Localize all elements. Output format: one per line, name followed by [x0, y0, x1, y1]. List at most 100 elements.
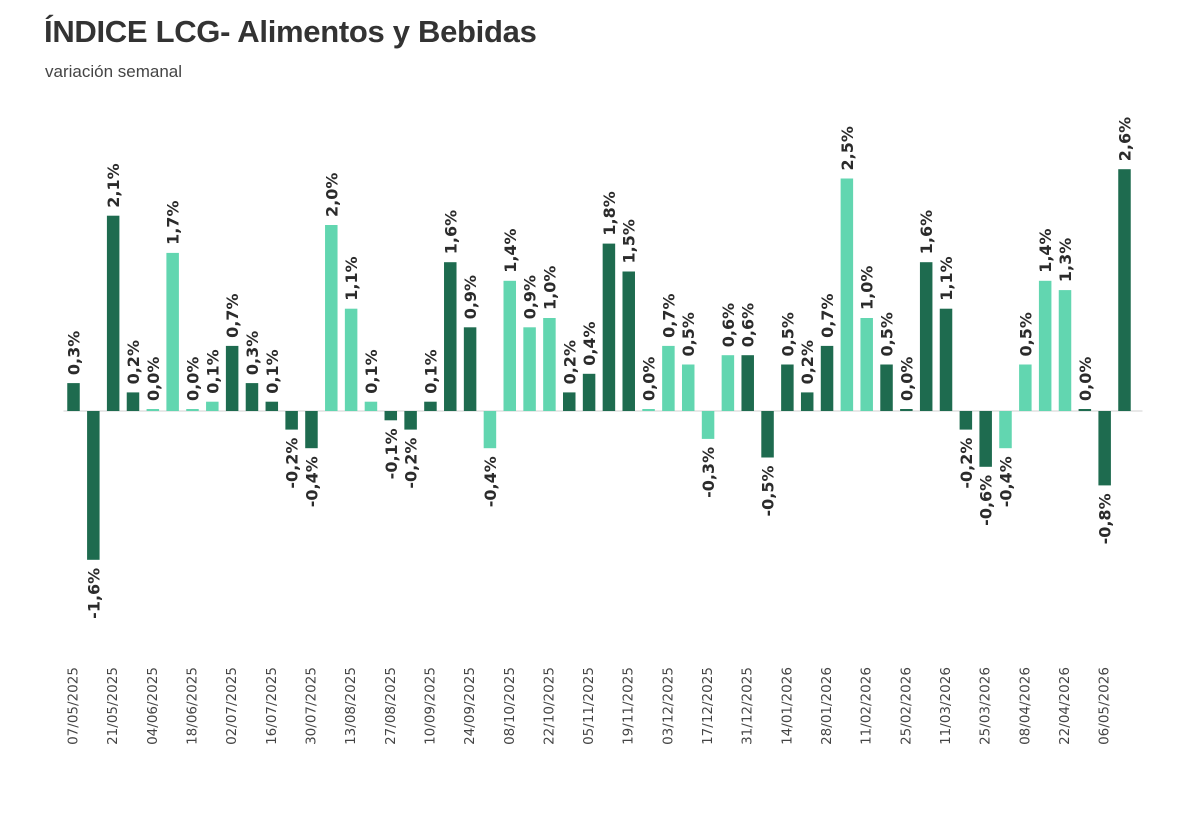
data-label-06/08/2025: 2,0%: [322, 173, 341, 217]
bar-01/04/2026: [999, 411, 1012, 449]
bar-11/06/2025: [166, 252, 179, 411]
x-tick-label-06/05/2026: 06/05/2026: [1097, 667, 1113, 745]
bar-06/05/2026: [1098, 411, 1111, 486]
x-tick-label-11/03/2026: 11/03/2026: [938, 667, 954, 745]
data-label-04/02/2026: 2,5%: [838, 126, 857, 170]
bar-22/10/2025: [543, 318, 556, 411]
bar-16/07/2025: [265, 401, 279, 411]
bar-04/03/2026: [919, 262, 933, 411]
data-label-25/02/2026: 0,0%: [897, 357, 916, 401]
x-tick-label-10/09/2025: 10/09/2025: [422, 667, 438, 745]
data-label-05/11/2025: 0,4%: [580, 321, 599, 365]
bar-13/08/2025: [344, 308, 358, 411]
x-tick-label-27/08/2025: 27/08/2025: [383, 667, 399, 745]
bar-17/12/2025: [701, 411, 715, 439]
bar-10/09/2025: [424, 401, 437, 411]
bar-21/01/2026: [800, 392, 814, 411]
data-label-08/04/2026: 0,5%: [1016, 312, 1035, 356]
data-label-21/01/2026: 0,2%: [798, 340, 817, 384]
bar-24/12/2025: [721, 355, 735, 411]
x-tick-label-04/06/2025: 04/06/2025: [145, 667, 161, 745]
data-label-24/09/2025: 0,9%: [461, 275, 480, 319]
bar-11/03/2026: [939, 308, 953, 411]
data-label-18/02/2026: 0,5%: [878, 312, 897, 356]
bar-29/10/2025: [563, 392, 576, 411]
bar-03/09/2025: [404, 411, 417, 430]
x-tick-label-17/12/2025: 17/12/2025: [700, 667, 716, 745]
data-label-28/01/2026: 0,7%: [818, 294, 837, 338]
bar-25/06/2025: [206, 401, 219, 411]
data-label-25/03/2026: -0,6%: [977, 475, 996, 526]
x-tick-label-25/03/2026: 25/03/2026: [978, 667, 994, 745]
data-label-06/05/2026: -0,8%: [1096, 493, 1115, 544]
bar-17/09/2025: [444, 262, 457, 411]
data-label-24/12/2025: 0,6%: [719, 303, 738, 347]
data-label-09/07/2025: 0,3%: [243, 331, 262, 375]
data-label-18/03/2026: -0,2%: [957, 438, 976, 489]
bar-27/08/2025: [384, 411, 398, 421]
x-tick-label-08/10/2025: 08/10/2025: [502, 667, 518, 745]
data-label-10/09/2025: 0,1%: [421, 349, 440, 393]
x-tick-label-25/02/2026: 25/02/2026: [898, 667, 914, 745]
bar-31/12/2025: [741, 355, 754, 411]
x-tick-label-02/07/2025: 02/07/2025: [224, 667, 240, 745]
data-label-30/07/2025: -0,4%: [302, 456, 321, 507]
x-tick-label-11/02/2026: 11/02/2026: [859, 667, 875, 745]
bar-18/06/2025: [186, 409, 199, 411]
bar-02/07/2025: [225, 345, 239, 411]
bar-15/04/2026: [1038, 280, 1052, 411]
bar-28/05/2025: [126, 392, 140, 411]
bar-10/12/2025: [681, 364, 695, 411]
bar-06/08/2025: [325, 225, 338, 411]
x-tick-label-14/01/2026: 14/01/2026: [779, 667, 795, 745]
data-label-22/04/2026: 1,3%: [1056, 238, 1075, 282]
x-tick-label-30/07/2025: 30/07/2025: [303, 667, 319, 745]
x-tick-label-08/04/2026: 08/04/2026: [1017, 667, 1033, 745]
data-label-31/12/2025: 0,6%: [739, 303, 758, 347]
data-label-20/08/2025: 0,1%: [362, 349, 381, 393]
x-tick-label-22/10/2025: 22/10/2025: [541, 667, 557, 745]
data-label-27/08/2025: -0,1%: [382, 428, 401, 479]
x-tick-label-22/04/2026: 22/04/2026: [1057, 667, 1073, 745]
data-label-01/10/2025: -0,4%: [481, 456, 500, 507]
data-label-03/09/2025: -0,2%: [402, 438, 421, 489]
data-label-07/05/2025: 0,3%: [65, 331, 84, 375]
data-label-04/03/2026: 1,6%: [917, 210, 936, 254]
bar-07/01/2026: [761, 411, 774, 458]
data-label-25/06/2025: 0,1%: [203, 349, 222, 393]
data-label-23/07/2025: -0,2%: [283, 438, 302, 489]
data-label-19/11/2025: 1,5%: [620, 219, 639, 263]
bar-18/03/2026: [959, 411, 973, 430]
bar-28/01/2026: [820, 345, 834, 411]
bar-05/11/2025: [582, 373, 596, 411]
bar-15/10/2025: [523, 327, 536, 411]
data-label-15/04/2026: 1,4%: [1036, 228, 1055, 272]
data-label-01/04/2026: -0,4%: [997, 456, 1016, 507]
bar-14/05/2025: [87, 411, 100, 560]
chart-title: ÍNDICE LCG- Alimentos y Bebidas: [44, 14, 537, 49]
bar-08/04/2026: [1019, 364, 1032, 411]
bar-20/08/2025: [364, 401, 378, 411]
bar-11/02/2026: [860, 318, 873, 411]
bar-08/10/2025: [503, 280, 517, 411]
bar-09/07/2025: [245, 383, 259, 411]
data-label-13/08/2025: 1,1%: [342, 256, 361, 300]
bar-25/02/2026: [900, 409, 913, 411]
data-label-17/12/2025: -0,3%: [699, 447, 718, 498]
x-tick-label-05/11/2025: 05/11/2025: [581, 667, 597, 745]
bar-19/11/2025: [622, 271, 635, 411]
x-tick-label-19/11/2025: 19/11/2025: [621, 667, 637, 745]
bar-29/04/2026: [1078, 409, 1092, 411]
bar-24/09/2025: [463, 327, 477, 411]
data-label-11/06/2025: 1,7%: [164, 201, 183, 245]
x-tick-label-28/01/2026: 28/01/2026: [819, 667, 835, 745]
bar-26/11/2025: [642, 409, 655, 411]
bar-30/07/2025: [305, 411, 318, 449]
data-label-16/07/2025: 0,1%: [263, 349, 282, 393]
bar-07/05/2025: [67, 383, 80, 411]
data-label-14/05/2025: -1,6%: [84, 568, 103, 619]
data-label-17/09/2025: 1,6%: [441, 210, 460, 254]
data-label-02/07/2025: 0,7%: [223, 294, 242, 338]
data-label-11/02/2026: 1,0%: [858, 266, 877, 310]
data-label-21/05/2025: 2,1%: [104, 163, 123, 207]
